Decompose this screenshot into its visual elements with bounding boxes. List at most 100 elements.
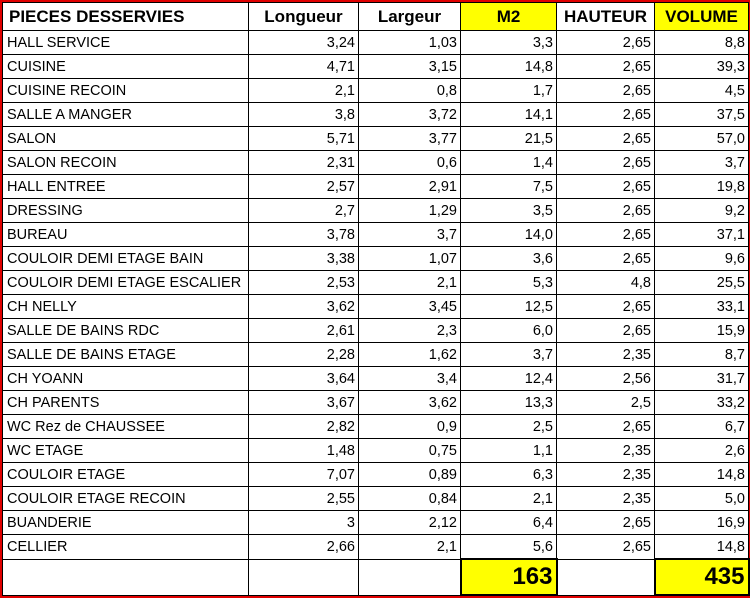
cell-largeur[interactable]: 0,84 [358,486,461,511]
cell-longueur[interactable]: 3,38 [248,246,359,271]
cell-m2[interactable]: 3,3 [460,30,557,55]
cell-m2[interactable]: 5,6 [460,534,557,560]
cell-largeur[interactable]: 1,07 [358,246,461,271]
cell-hauteur[interactable]: 2,35 [556,438,655,463]
cell-hauteur[interactable]: 2,5 [556,390,655,415]
cell-longueur[interactable]: 3,67 [248,390,359,415]
cell-hauteur[interactable]: 2,65 [556,534,655,560]
cell-m2[interactable]: 3,5 [460,198,557,223]
cell-longueur[interactable]: 3,8 [248,102,359,127]
cell-m2[interactable]: 1,7 [460,78,557,103]
cell-hauteur[interactable]: 2,65 [556,414,655,439]
cell-volume[interactable]: 8,8 [654,30,749,55]
cell-m2[interactable]: 7,5 [460,174,557,199]
cell-longueur[interactable]: 7,07 [248,462,359,487]
cell-longueur[interactable]: 1,48 [248,438,359,463]
cell-m2[interactable]: 5,3 [460,270,557,295]
cell-hauteur[interactable]: 2,65 [556,198,655,223]
cell-volume[interactable]: 2,6 [654,438,749,463]
cell-m2[interactable]: 2,1 [460,486,557,511]
cell-m2[interactable]: 6,3 [460,462,557,487]
cell-hauteur[interactable]: 2,65 [556,126,655,151]
cell-largeur[interactable]: 1,62 [358,342,461,367]
cell-hauteur[interactable]: 2,65 [556,318,655,343]
cell-volume[interactable]: 16,9 [654,510,749,535]
cell-piece[interactable]: HALL SERVICE [2,30,249,55]
cell-longueur[interactable]: 2,53 [248,270,359,295]
cell-largeur[interactable]: 0,8 [358,78,461,103]
cell-m2[interactable]: 6,4 [460,510,557,535]
cell-volume[interactable]: 14,8 [654,534,749,560]
cell-largeur[interactable]: 1,03 [358,30,461,55]
cell-piece[interactable]: WC Rez de CHAUSSEE [2,414,249,439]
cell-piece[interactable]: COULOIR DEMI ETAGE BAIN [2,246,249,271]
cell-longueur[interactable]: 3,64 [248,366,359,391]
cell-m2[interactable]: 21,5 [460,126,557,151]
cell-piece[interactable]: SALON [2,126,249,151]
cell-piece[interactable]: CUISINE [2,54,249,79]
cell-longueur[interactable]: 2,66 [248,534,359,560]
cell-hauteur[interactable]: 2,56 [556,366,655,391]
cell-largeur[interactable]: 0,6 [358,150,461,175]
cell-m2[interactable]: 14,0 [460,222,557,247]
cell-hauteur[interactable]: 2,65 [556,30,655,55]
cell-largeur[interactable]: 3,77 [358,126,461,151]
cell-largeur[interactable]: 2,1 [358,534,461,560]
cell-hauteur[interactable]: 2,65 [556,246,655,271]
cell-piece[interactable]: CUISINE RECOIN [2,78,249,103]
cell-m2[interactable]: 13,3 [460,390,557,415]
cell-hauteur[interactable]: 2,65 [556,222,655,247]
cell-largeur[interactable]: 3,62 [358,390,461,415]
cell-hauteur[interactable]: 2,65 [556,294,655,319]
header-hauteur[interactable]: HAUTEUR [556,2,655,31]
cell-hauteur[interactable]: 2,65 [556,78,655,103]
cell-m2[interactable]: 2,5 [460,414,557,439]
totals-empty-cell[interactable] [2,558,249,596]
cell-hauteur[interactable]: 2,65 [556,510,655,535]
cell-m2[interactable]: 3,7 [460,342,557,367]
cell-longueur[interactable]: 2,28 [248,342,359,367]
cell-longueur[interactable]: 2,7 [248,198,359,223]
header-longueur[interactable]: Longueur [248,2,359,31]
total-volume-cell[interactable]: 435 [653,558,750,596]
cell-volume[interactable]: 5,0 [654,486,749,511]
header-m2[interactable]: M2 [460,2,557,31]
cell-volume[interactable]: 6,7 [654,414,749,439]
cell-longueur[interactable]: 2,31 [248,150,359,175]
cell-largeur[interactable]: 3,72 [358,102,461,127]
cell-largeur[interactable]: 1,29 [358,198,461,223]
cell-m2[interactable]: 12,5 [460,294,557,319]
cell-largeur[interactable]: 2,1 [358,270,461,295]
cell-volume[interactable]: 25,5 [654,270,749,295]
total-m2-cell[interactable]: 163 [459,558,558,596]
cell-volume[interactable]: 57,0 [654,126,749,151]
cell-largeur[interactable]: 3,4 [358,366,461,391]
cell-largeur[interactable]: 3,7 [358,222,461,247]
cell-m2[interactable]: 14,8 [460,54,557,79]
cell-m2[interactable]: 12,4 [460,366,557,391]
cell-piece[interactable]: WC ETAGE [2,438,249,463]
cell-volume[interactable]: 9,6 [654,246,749,271]
cell-m2[interactable]: 1,1 [460,438,557,463]
cell-longueur[interactable]: 2,1 [248,78,359,103]
cell-volume[interactable]: 3,7 [654,150,749,175]
cell-volume[interactable]: 31,7 [654,366,749,391]
cell-piece[interactable]: DRESSING [2,198,249,223]
cell-longueur[interactable]: 2,82 [248,414,359,439]
cell-piece[interactable]: BUREAU [2,222,249,247]
cell-volume[interactable]: 37,1 [654,222,749,247]
cell-volume[interactable]: 14,8 [654,462,749,487]
cell-piece[interactable]: CH YOANN [2,366,249,391]
cell-piece[interactable]: COULOIR ETAGE [2,462,249,487]
cell-piece[interactable]: BUANDERIE [2,510,249,535]
cell-piece[interactable]: SALLE A MANGER [2,102,249,127]
cell-hauteur[interactable]: 4,8 [556,270,655,295]
cell-largeur[interactable]: 0,89 [358,462,461,487]
cell-piece[interactable]: SALLE DE BAINS ETAGE [2,342,249,367]
cell-volume[interactable]: 33,1 [654,294,749,319]
cell-hauteur[interactable]: 2,65 [556,150,655,175]
cell-piece[interactable]: CH NELLY [2,294,249,319]
cell-largeur[interactable]: 0,9 [358,414,461,439]
cell-largeur[interactable]: 3,45 [358,294,461,319]
cell-piece[interactable]: SALLE DE BAINS RDC [2,318,249,343]
